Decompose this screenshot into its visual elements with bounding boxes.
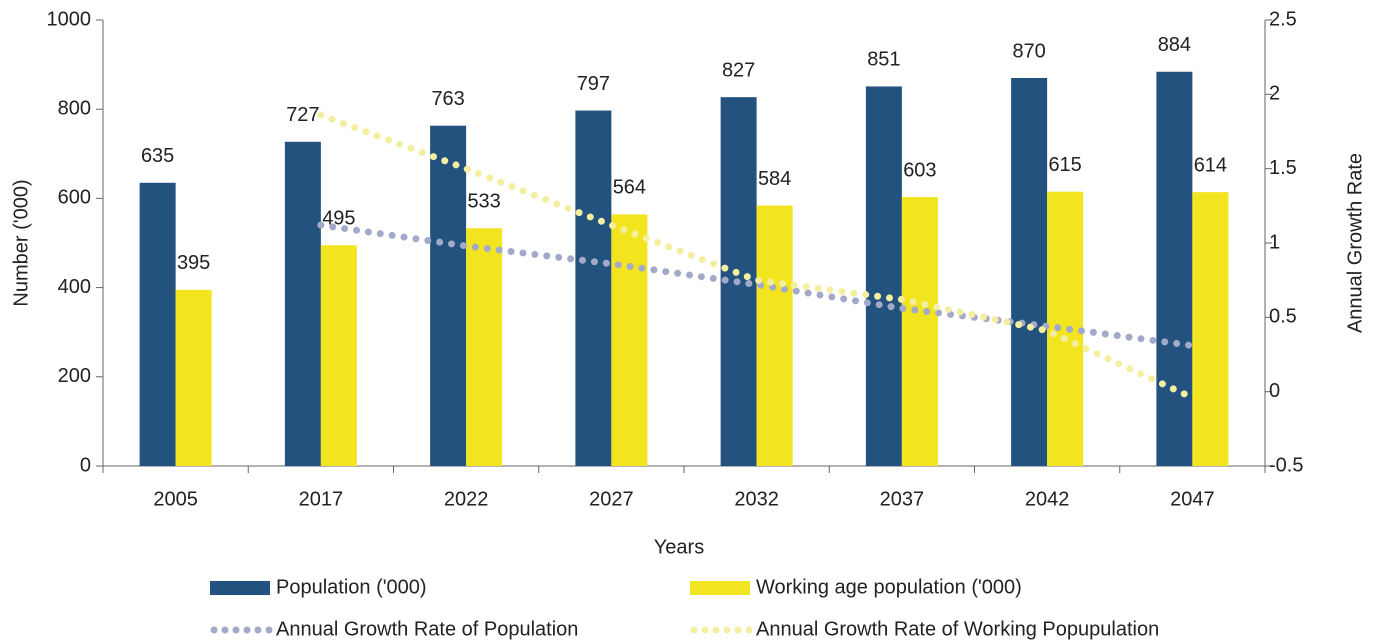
bar — [320, 245, 357, 466]
bar — [466, 228, 503, 466]
legend-swatch — [734, 626, 742, 634]
legend-swatch — [701, 626, 709, 634]
growth-line — [317, 111, 1196, 402]
bar — [865, 86, 902, 466]
x-axis-label: Years — [654, 536, 704, 558]
y2-tick-label: 0 — [1269, 380, 1280, 402]
y2-tick-label: 2 — [1269, 83, 1280, 105]
data-label: 395 — [177, 252, 210, 274]
x-tick-label: 2042 — [1025, 488, 1070, 510]
data-label: 564 — [613, 177, 646, 199]
y-tick-label: 800 — [58, 97, 91, 119]
x-tick-label: 2027 — [589, 488, 634, 510]
bar — [1011, 77, 1048, 466]
data-label: 763 — [431, 88, 464, 110]
data-label: 870 — [1012, 40, 1045, 62]
legend-swatch — [243, 626, 251, 634]
y-tick-label: 400 — [58, 276, 91, 298]
legend-label: Annual Growth Rate of Population — [276, 618, 578, 640]
legend-swatch — [745, 626, 753, 634]
legend-swatch — [712, 626, 720, 634]
bar — [575, 110, 612, 467]
bar — [1156, 71, 1193, 467]
legend-swatch — [723, 626, 731, 634]
bar — [1192, 192, 1229, 466]
legend-swatch — [690, 626, 698, 634]
data-label: 884 — [1158, 34, 1191, 56]
bar — [756, 205, 793, 466]
y-tick-label: 200 — [58, 365, 91, 387]
x-tick-label: 2047 — [1170, 488, 1215, 510]
y2-axis-label: Annual Growth Rate — [1344, 153, 1366, 333]
x-tick-label: 2005 — [153, 488, 198, 510]
data-label: 533 — [467, 191, 500, 213]
y2-tick-label: 0.5 — [1269, 306, 1297, 328]
legend-swatch — [254, 626, 262, 634]
legend-swatch — [265, 626, 273, 634]
legend-swatch — [221, 626, 229, 634]
bar — [139, 182, 176, 467]
x-tick-label: 2017 — [299, 488, 344, 510]
y2-tick-label: 1 — [1269, 231, 1280, 253]
bar — [175, 289, 212, 466]
data-label: 584 — [758, 168, 791, 190]
y-tick-label: 1000 — [47, 8, 92, 30]
data-label: 635 — [141, 145, 174, 167]
data-label: 851 — [867, 49, 900, 71]
data-label: 827 — [722, 59, 755, 81]
legend-swatch — [210, 581, 270, 595]
y2-tick-label: 2.5 — [1269, 8, 1297, 30]
legend-label: Annual Growth Rate of Working Popupulati… — [756, 618, 1159, 640]
data-label: 495 — [322, 208, 355, 230]
y2-tick-label: 1.5 — [1269, 157, 1297, 179]
legend-swatch — [232, 626, 240, 634]
data-label: 603 — [903, 159, 936, 181]
bar — [430, 125, 467, 467]
x-tick-label: 2022 — [444, 488, 489, 510]
bar — [611, 214, 648, 466]
legend-swatch — [690, 581, 750, 595]
y-axis-label: Number ('000) — [10, 179, 32, 306]
y2-tick-label: -0.5 — [1269, 454, 1303, 476]
bar — [1047, 191, 1084, 466]
data-label: 615 — [1048, 154, 1081, 176]
bar — [901, 197, 938, 466]
data-label: 727 — [286, 104, 319, 126]
data-label: 797 — [577, 73, 610, 95]
legend-label: Working age population ('000) — [756, 576, 1022, 598]
legend-swatch — [210, 626, 218, 634]
data-label: 614 — [1194, 154, 1227, 176]
x-tick-label: 2032 — [734, 488, 779, 510]
y-tick-label: 0 — [80, 454, 91, 476]
x-tick-label: 2037 — [880, 488, 925, 510]
legend-label: Population ('000) — [276, 576, 427, 598]
y-tick-label: 600 — [58, 187, 91, 209]
bar — [284, 141, 321, 466]
growth-line — [317, 221, 1196, 350]
